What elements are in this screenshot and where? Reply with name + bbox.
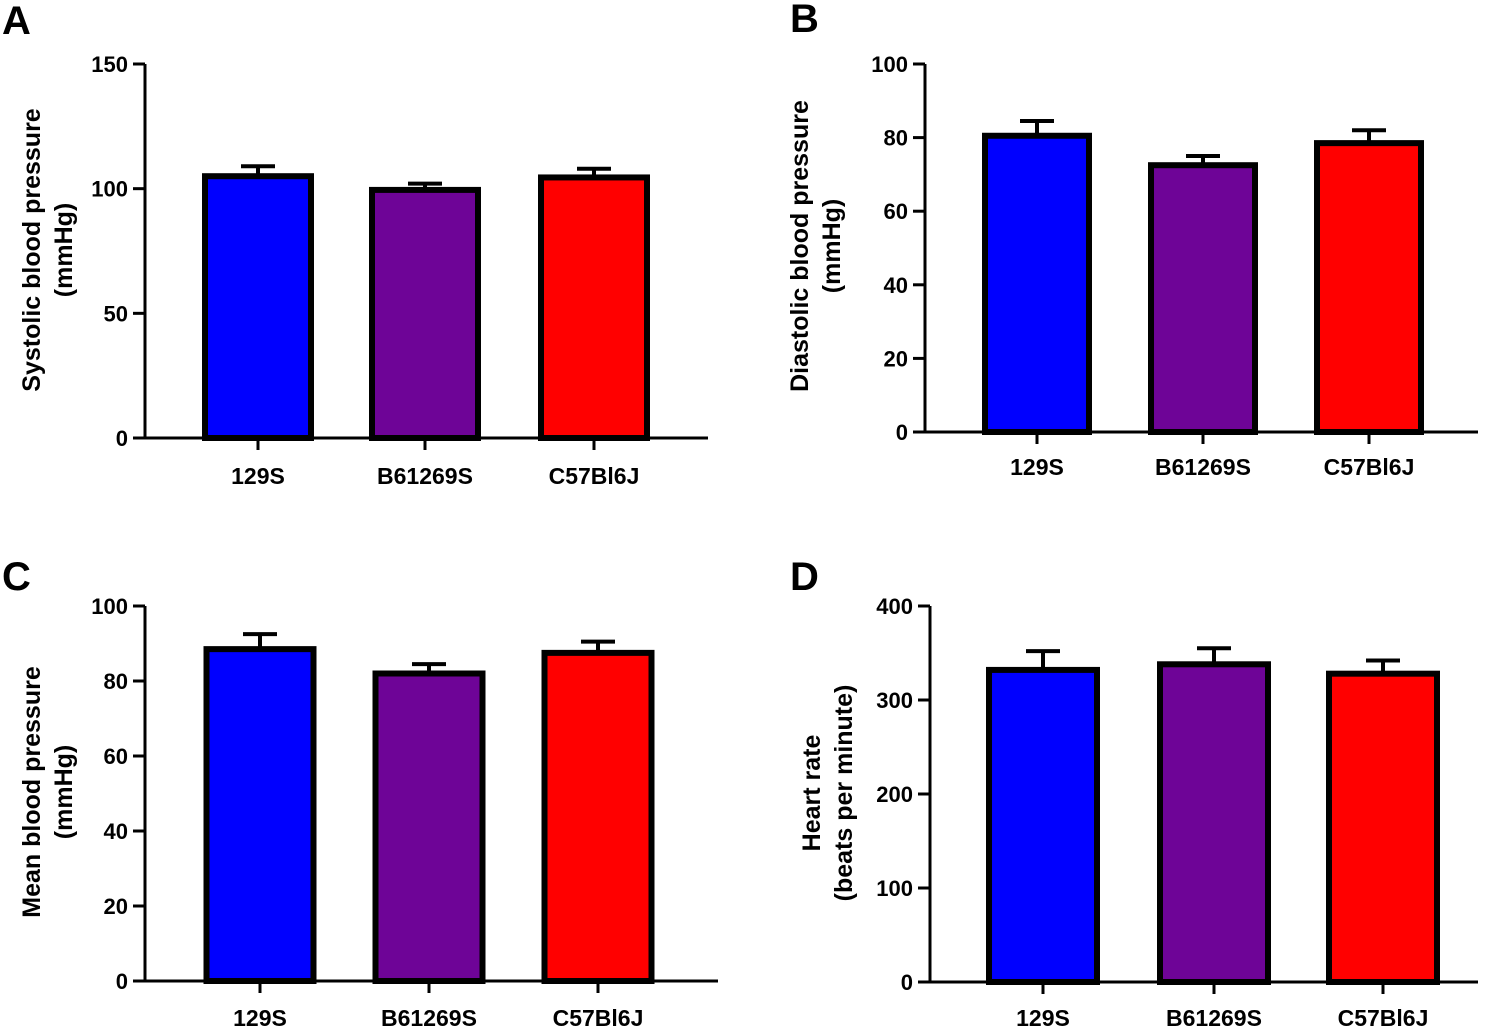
y-axis-title: Heart rate (beats per minute) bbox=[798, 685, 858, 902]
y-tick-label: 200 bbox=[876, 782, 913, 807]
y-axis-title-line: Mean blood pressure bbox=[18, 666, 46, 918]
x-tick-label: B61269S bbox=[377, 463, 473, 489]
x-tick-label: 129S bbox=[233, 1005, 287, 1028]
y-tick-label: 100 bbox=[876, 876, 913, 901]
bar-b61269s bbox=[369, 186, 481, 441]
y-axis-title-line: (mmHg) bbox=[50, 203, 78, 297]
y-tick-label: 0 bbox=[116, 969, 128, 994]
y-axis-title-line: (beats per minute) bbox=[830, 685, 858, 902]
bar-129s bbox=[986, 666, 1100, 985]
x-tick-label: C57Bl6J bbox=[1338, 1005, 1429, 1028]
x-tick-label: 129S bbox=[1016, 1005, 1070, 1028]
chart-panel-d: D Heart rate (beats per minute) 0 100 200 300 4… bbox=[790, 555, 1478, 1028]
x-tick-label: C57Bl6J bbox=[1324, 454, 1415, 480]
y-tick-label: 20 bbox=[884, 346, 908, 371]
y-tick-label: 20 bbox=[104, 894, 128, 919]
bar-b61269s bbox=[372, 670, 486, 984]
y-tick-label: 40 bbox=[884, 273, 908, 298]
x-tick-label: C57Bl6J bbox=[549, 463, 640, 489]
bar-c57bl6j bbox=[1314, 140, 1424, 435]
y-tick-label: 60 bbox=[884, 199, 908, 224]
x-tick-label: B61269S bbox=[1155, 454, 1251, 480]
y-axis-title-line: (mmHg) bbox=[818, 199, 846, 293]
y-tick-label: 80 bbox=[884, 126, 908, 151]
y-axis-title-line: (mmHg) bbox=[50, 745, 78, 839]
y-tick-label: 400 bbox=[876, 594, 913, 619]
y-tick-label: 0 bbox=[901, 970, 913, 995]
panel-letter: D bbox=[790, 555, 819, 599]
y-tick-label: 100 bbox=[871, 52, 908, 77]
chart-panel-b: B Diastolic blood pressure (mmHg) 0 20 40 60 80… bbox=[786, 0, 1478, 480]
y-axis-title: Diastolic blood pressure (mmHg) bbox=[786, 100, 846, 392]
y-axis-title-line: Heart rate bbox=[798, 735, 826, 852]
bar-b61269s bbox=[1157, 661, 1271, 986]
bar-129s bbox=[982, 132, 1092, 435]
panel-letter: A bbox=[2, 0, 31, 43]
y-tick-label: 0 bbox=[896, 420, 908, 445]
bar-129s bbox=[202, 173, 314, 441]
y-tick-label: 100 bbox=[91, 594, 128, 619]
y-tick-label: 0 bbox=[116, 426, 128, 451]
y-tick-label: 80 bbox=[104, 669, 128, 694]
x-tick-label: C57Bl6J bbox=[553, 1005, 644, 1028]
bar-129s bbox=[203, 646, 317, 984]
y-axis-title-line: Systolic blood pressure bbox=[18, 108, 46, 392]
y-axis-title-line: Diastolic blood pressure bbox=[786, 100, 814, 392]
y-axis-title: Systolic blood pressure (mmHg) bbox=[18, 108, 78, 392]
chart-panel-a: A Systolic blood pressure (mmHg) 0 50 100 150 1… bbox=[2, 0, 708, 489]
y-tick-label: 150 bbox=[91, 52, 128, 77]
y-tick-label: 60 bbox=[104, 744, 128, 769]
bar-c57bl6j bbox=[541, 649, 655, 984]
bar-b61269s bbox=[1148, 162, 1258, 435]
panel-letter: C bbox=[2, 555, 31, 599]
y-axis-title: Mean blood pressure (mmHg) bbox=[18, 666, 78, 918]
x-tick-label: B61269S bbox=[1166, 1005, 1262, 1028]
y-tick-label: 100 bbox=[91, 177, 128, 202]
x-tick-label: B61269S bbox=[381, 1005, 477, 1028]
y-tick-label: 40 bbox=[104, 819, 128, 844]
panel-letter: B bbox=[790, 0, 819, 41]
chart-panel-c: C Mean blood pressure (mmHg) 0 20 40 60 80 100 12… bbox=[2, 555, 718, 1028]
x-tick-label: 129S bbox=[1010, 454, 1064, 480]
y-tick-label: 50 bbox=[104, 301, 128, 326]
y-tick-label: 300 bbox=[876, 688, 913, 713]
x-tick-label: 129S bbox=[231, 463, 285, 489]
bar-c57bl6j bbox=[1326, 670, 1440, 985]
bar-c57bl6j bbox=[538, 174, 650, 442]
